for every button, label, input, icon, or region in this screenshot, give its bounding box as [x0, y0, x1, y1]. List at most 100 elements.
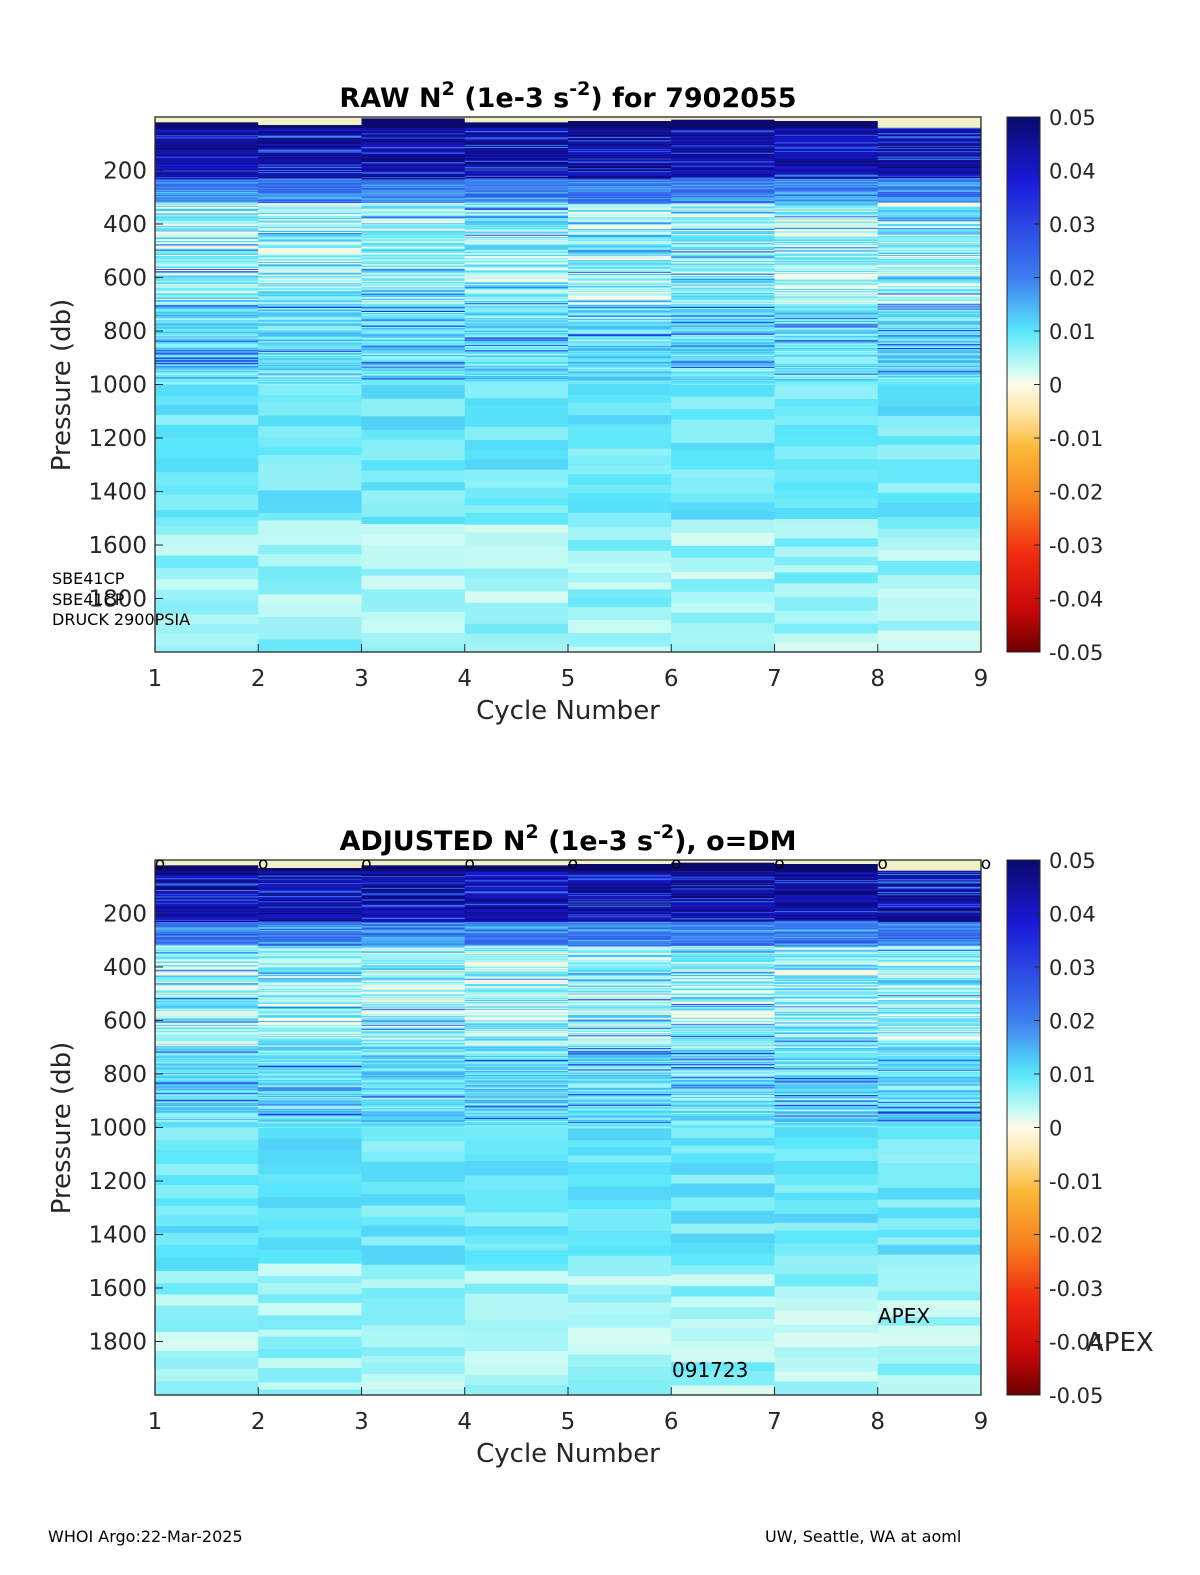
heatmap-cell	[361, 302, 466, 304]
heatmap-cell	[877, 324, 982, 327]
heatmap-cell	[877, 898, 982, 901]
heatmap-cell	[155, 377, 259, 379]
heatmap-cell	[774, 371, 879, 373]
heatmap-cell	[361, 991, 466, 994]
heatmap-cell	[155, 925, 259, 927]
heatmap-cell	[877, 308, 982, 311]
heatmap-cell	[568, 976, 672, 978]
heatmap-cell	[464, 909, 569, 911]
heatmap-cell	[361, 177, 466, 179]
heatmap-cell	[258, 178, 362, 181]
heatmap-cell	[671, 869, 775, 871]
heatmap-cell	[155, 1029, 259, 1031]
heatmap-cell	[361, 1123, 466, 1125]
heatmap-cell	[361, 378, 466, 380]
heatmap-cell	[877, 1090, 982, 1092]
heatmap-cell	[464, 1042, 569, 1045]
heatmap-cell	[464, 170, 569, 173]
heatmap-cell	[258, 978, 362, 980]
heatmap-cell	[258, 368, 362, 371]
heatmap-cell	[361, 303, 466, 306]
heatmap-cell	[155, 289, 259, 291]
heatmap-cell	[464, 1079, 569, 1081]
heatmap-cell	[568, 868, 672, 870]
heatmap-cell	[877, 356, 982, 359]
heatmap-cell	[774, 1017, 879, 1019]
heatmap-cell	[258, 196, 362, 199]
heatmap-cell	[464, 369, 569, 372]
heatmap-cell	[155, 909, 259, 911]
heatmap-cell	[671, 214, 775, 217]
heatmap-cell	[568, 1092, 672, 1095]
heatmap-cell	[568, 1114, 672, 1116]
heatmap-cell	[258, 203, 362, 205]
heatmap-cell	[671, 907, 775, 910]
heatmap-cell	[258, 282, 362, 284]
heatmap-cell	[361, 157, 466, 160]
heatmap-cell	[361, 282, 466, 284]
heatmap-cell	[774, 322, 879, 324]
heatmap-cell	[877, 620, 982, 632]
heatmap-cell	[155, 309, 259, 312]
heatmap-cell	[155, 987, 259, 989]
heatmap-cell	[568, 1024, 672, 1027]
heatmap-cell	[877, 1060, 982, 1062]
heatmap-cell	[671, 189, 775, 191]
heatmap-cell	[464, 273, 569, 275]
heatmap-cell	[877, 380, 982, 382]
heatmap-cell	[568, 1056, 672, 1059]
heatmap-cell	[258, 950, 362, 952]
heatmap-cell	[361, 1081, 466, 1084]
heatmap-cell	[568, 927, 672, 929]
heatmap-cell	[155, 374, 259, 377]
heatmap-cell	[155, 964, 259, 967]
heatmap-cell	[774, 1063, 879, 1065]
heatmap-cell	[568, 157, 672, 159]
heatmap-cell	[877, 211, 982, 213]
dm-marker: o	[568, 854, 578, 874]
heatmap-cell	[671, 314, 775, 316]
heatmap-cell	[258, 937, 362, 940]
heatmap-cell	[361, 1006, 466, 1009]
heatmap-cell	[671, 988, 775, 991]
heatmap-cell	[361, 197, 466, 200]
heatmap-cell	[464, 256, 569, 258]
heatmap-cell	[568, 278, 672, 280]
heatmap-cell	[464, 1090, 569, 1092]
heatmap-cell	[671, 1385, 775, 1396]
heatmap-cell	[155, 1065, 259, 1068]
heatmap-cell	[155, 192, 259, 195]
heatmap-cell	[877, 263, 982, 266]
heatmap-cell	[671, 1052, 775, 1054]
heatmap-cell	[671, 1114, 775, 1116]
heatmap-cell	[774, 329, 879, 332]
heatmap-cell	[464, 152, 569, 154]
heatmap-cell	[774, 290, 879, 292]
heatmap-cell	[258, 1336, 362, 1350]
heatmap-cell	[671, 162, 775, 165]
heatmap-cell	[361, 196, 466, 199]
heatmap-cell	[258, 1056, 362, 1058]
heatmap-cell	[155, 281, 259, 284]
heatmap-cell	[774, 1347, 879, 1358]
heatmap-cell	[361, 1381, 466, 1390]
heatmap-cell	[464, 1032, 569, 1034]
heatmap-cell	[568, 394, 672, 404]
heatmap-cell	[671, 986, 775, 989]
heatmap-cell	[258, 212, 362, 215]
heatmap-cell	[258, 1082, 362, 1084]
heatmap-cell	[774, 303, 879, 306]
heatmap-cell	[568, 362, 672, 365]
adjusted-apex-label: APEX	[878, 1304, 930, 1328]
heatmap-cell	[774, 259, 879, 261]
heatmap-cell	[464, 960, 569, 963]
heatmap-cell	[568, 251, 672, 254]
heatmap-cell	[155, 1116, 259, 1119]
heatmap-cell	[774, 354, 879, 356]
heatmap-cell	[671, 327, 775, 329]
heatmap-cell	[877, 281, 982, 284]
heatmap-cell	[155, 237, 259, 240]
heatmap-cell	[258, 383, 362, 386]
heatmap-cell	[877, 375, 982, 378]
heatmap-cell	[258, 1149, 362, 1166]
